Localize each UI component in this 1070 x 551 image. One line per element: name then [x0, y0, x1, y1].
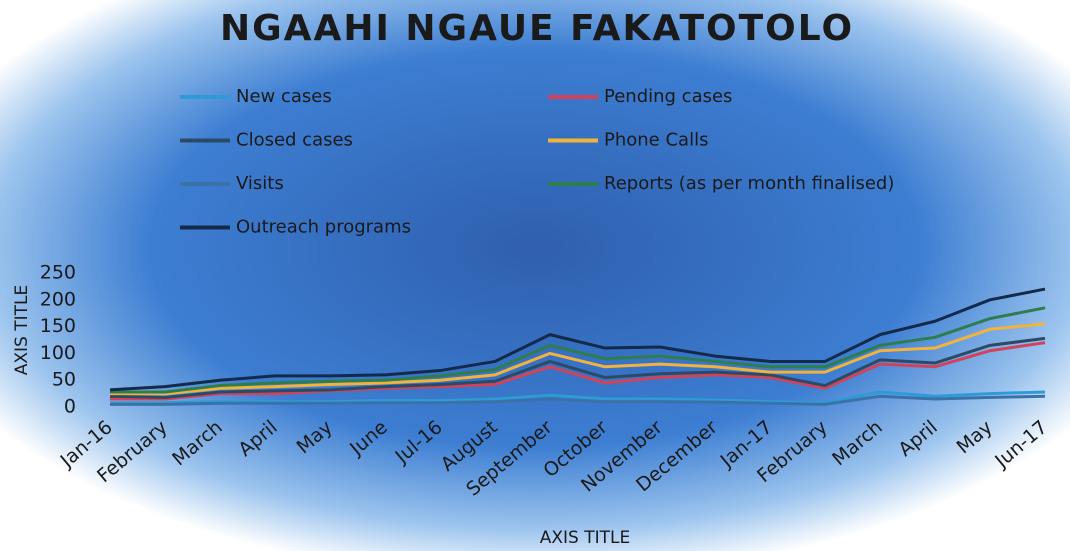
y-tick-label: 0: [64, 396, 76, 418]
series-line: [110, 390, 1046, 405]
legend-label: Visits: [236, 173, 284, 194]
y-tick-label: 150: [40, 315, 76, 337]
y-tick-label: 50: [52, 369, 76, 391]
legend-label: Outreach programs: [236, 217, 411, 238]
legend-label: Pending cases: [604, 86, 732, 107]
chart-title: NGAAHI NGAUE FAKATOTOLO: [220, 8, 854, 49]
series-line: [110, 341, 1046, 401]
y-tick-label: 100: [40, 342, 76, 364]
legend-label: Phone Calls: [604, 130, 708, 151]
legend-label: Closed cases: [236, 130, 353, 151]
series-line: [110, 394, 1046, 406]
series-line: [109, 336, 1046, 399]
series-line: [109, 287, 1046, 392]
y-tick-label: 250: [40, 262, 76, 284]
series-line: [110, 306, 1046, 394]
legend-label: Reports (as per month finalised): [604, 173, 894, 194]
y-axis-title: AXIS TITLE: [12, 285, 32, 375]
x-axis-title: AXIS TITLE: [540, 528, 630, 548]
series-line: [110, 322, 1046, 396]
legend-label: New cases: [236, 86, 332, 107]
y-tick-label: 200: [40, 288, 76, 310]
